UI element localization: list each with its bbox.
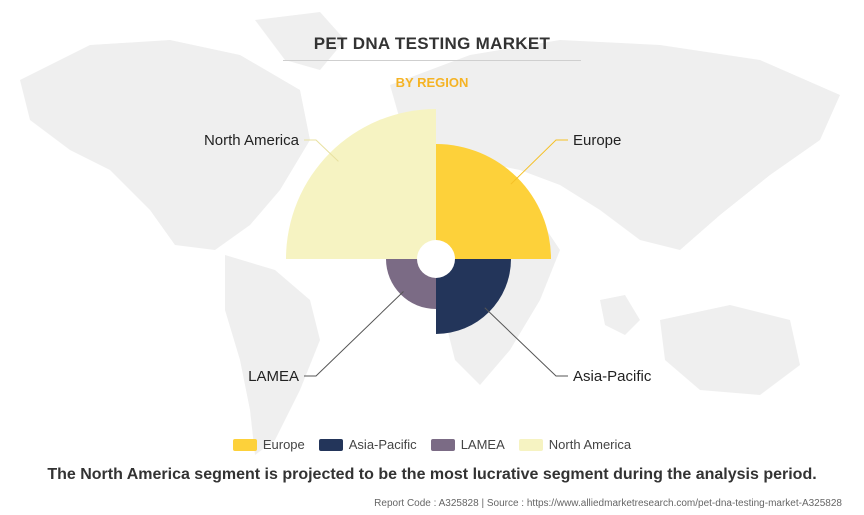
legend-label-europe: Europe	[262, 437, 305, 452]
legend-item-north-america: North America	[518, 437, 632, 452]
chart-title: PET DNA TESTING MARKET	[313, 34, 551, 53]
legend-item-europe: Europe	[232, 437, 305, 452]
slice-label-europe: Europe	[573, 132, 621, 149]
leader-line-europe	[510, 139, 568, 185]
slice-label-asia-pacific: Asia-Pacific	[573, 368, 652, 385]
slice-asia-pacific	[436, 259, 511, 334]
chart-center-hole	[417, 240, 455, 278]
report-source-footer: Report Code : A325828 | Source : https:/…	[374, 498, 842, 509]
legend-swatch-europe	[232, 438, 257, 451]
legend-item-lamea: LAMEA	[430, 437, 505, 452]
leader-line-lamea	[304, 291, 404, 377]
legend-item-asia-pacific: Asia-Pacific	[318, 437, 417, 452]
slice-europe	[436, 144, 551, 259]
slice-north-america	[286, 109, 436, 259]
legend-swatch-asia-pacific	[318, 438, 343, 451]
chart-legend: Europe Asia-Pacific LAMEA North America	[0, 437, 864, 452]
title-divider	[283, 60, 581, 61]
slice-label-north-america: North America	[204, 132, 300, 149]
legend-label-asia-pacific: Asia-Pacific	[348, 437, 417, 452]
legend-swatch-lamea	[430, 438, 455, 451]
legend-label-lamea: LAMEA	[460, 437, 505, 452]
key-takeaway: The North America segment is projected t…	[47, 466, 817, 483]
legend-label-north-america: North America	[548, 437, 632, 452]
leader-line-asia-pacific	[484, 307, 568, 377]
leader-line-north-america	[304, 139, 339, 162]
chart-subtitle: BY REGION	[395, 75, 469, 90]
legend-swatch-north-america	[518, 438, 543, 451]
slice-label-lamea: LAMEA	[248, 368, 299, 385]
